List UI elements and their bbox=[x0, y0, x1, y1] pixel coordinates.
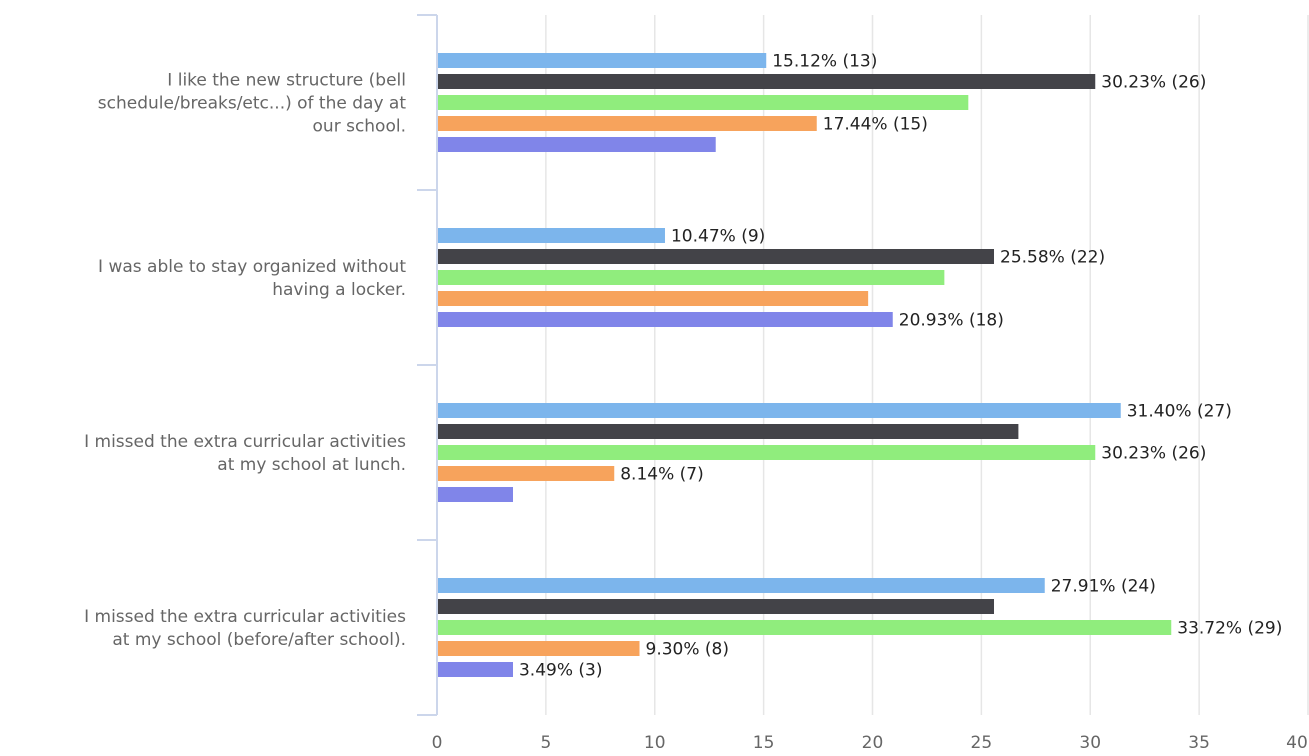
bar bbox=[438, 270, 945, 285]
data-label: 9.30% (8) bbox=[646, 640, 730, 660]
bar bbox=[438, 620, 1172, 635]
x-axis-tick-labels: 0 5 10 15 20 25 30 35 40 bbox=[432, 733, 1308, 753]
x-tick-label: 30 bbox=[1079, 733, 1101, 753]
x-tick-label: 20 bbox=[862, 733, 884, 753]
data-label: 20.93% (18) bbox=[899, 311, 1004, 331]
bar bbox=[438, 95, 969, 110]
category-label: I missed the extra curricular activities… bbox=[84, 432, 406, 475]
category-axis bbox=[417, 14, 438, 716]
data-label: 17.44% (15) bbox=[823, 115, 928, 135]
x-tick-label: 40 bbox=[1286, 733, 1308, 753]
data-label: 31.40% (27) bbox=[1127, 402, 1232, 422]
x-tick-label: 10 bbox=[644, 733, 666, 753]
bar bbox=[438, 487, 513, 502]
bar bbox=[438, 445, 1096, 460]
bar bbox=[438, 249, 995, 264]
bar bbox=[438, 466, 615, 481]
x-tick-label: 15 bbox=[753, 733, 775, 753]
data-labels: 15.12% (13) 30.23% (26) 17.44% (15) 10.47% … bbox=[519, 52, 1282, 681]
bar bbox=[438, 74, 1096, 89]
data-label: 8.14% (7) bbox=[620, 465, 704, 485]
bar bbox=[438, 312, 893, 327]
data-label: 30.23% (26) bbox=[1101, 73, 1206, 93]
category-label: I like the new structure (bell schedule/b… bbox=[98, 71, 407, 137]
x-tick-label: 25 bbox=[971, 733, 993, 753]
bar bbox=[438, 641, 640, 656]
bar bbox=[438, 116, 817, 131]
bars bbox=[438, 53, 1172, 677]
bar bbox=[438, 403, 1121, 418]
bar bbox=[438, 578, 1045, 593]
bar bbox=[438, 599, 995, 614]
x-tick-label: 5 bbox=[540, 733, 551, 753]
data-label: 30.23% (26) bbox=[1101, 444, 1206, 464]
category-labels: I like the new structure (bell schedule/b… bbox=[84, 71, 406, 651]
bar bbox=[438, 662, 513, 677]
bar bbox=[438, 291, 869, 306]
data-label: 33.72% (29) bbox=[1177, 619, 1282, 639]
data-label: 25.58% (22) bbox=[1000, 248, 1105, 268]
category-label: I missed the extra curricular activities… bbox=[84, 607, 406, 650]
bar bbox=[438, 424, 1019, 439]
x-tick-label: 35 bbox=[1188, 733, 1210, 753]
bar bbox=[438, 53, 767, 68]
bar bbox=[438, 137, 716, 152]
bar bbox=[438, 228, 665, 243]
data-label: 15.12% (13) bbox=[772, 52, 877, 72]
x-tick-label: 0 bbox=[432, 733, 443, 753]
gridlines bbox=[545, 15, 1309, 715]
data-label: 3.49% (3) bbox=[519, 661, 603, 681]
category-label: I was able to stay organized without havi… bbox=[98, 257, 406, 300]
data-label: 27.91% (24) bbox=[1051, 577, 1156, 597]
data-label: 10.47% (9) bbox=[671, 227, 765, 247]
